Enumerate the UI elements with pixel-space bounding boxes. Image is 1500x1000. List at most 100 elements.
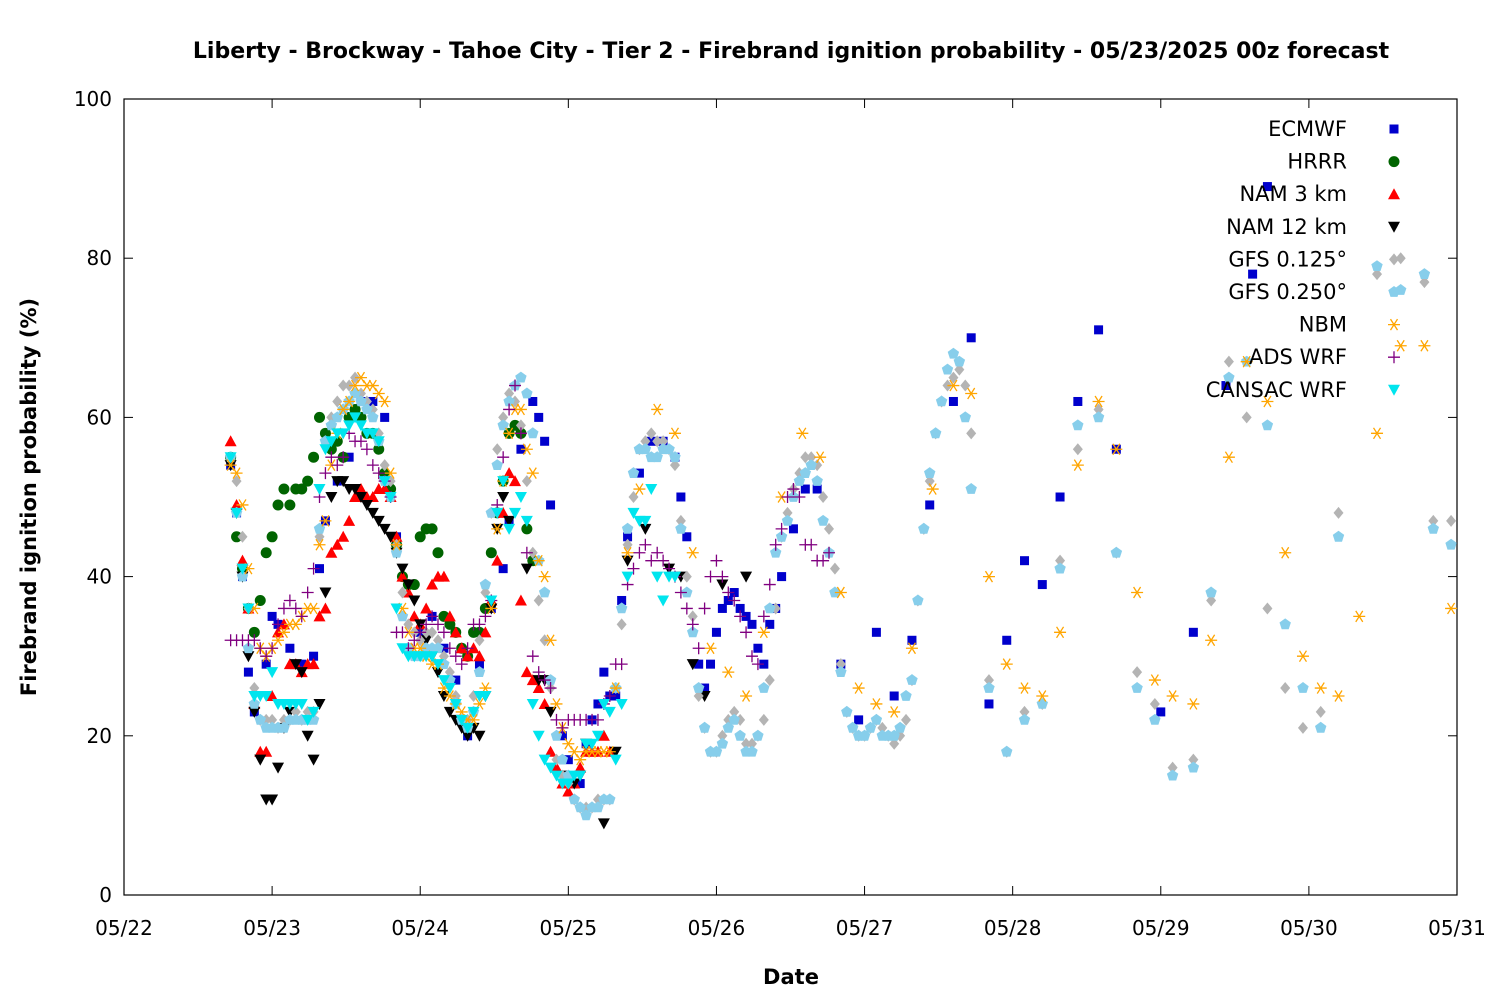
data-point-gfs-0-125 [889, 737, 900, 750]
legend-label-cansac-wrf: CANSAC WRF [1206, 378, 1347, 402]
data-point-ads-wrf [497, 451, 510, 464]
y-tick-label: 0 [99, 883, 112, 907]
data-point-nam-3-km [491, 554, 504, 566]
data-point-ads-wrf [781, 491, 794, 503]
data-point-ecmwf [540, 436, 550, 446]
data-point-nbm [1166, 690, 1179, 702]
data-point-gfs-0-250 [491, 459, 503, 470]
data-point-gfs-0-250 [1427, 522, 1439, 534]
data-point-nbm [609, 682, 622, 694]
data-point-ads-wrf [289, 602, 302, 615]
data-point-gfs-0-250 [775, 530, 788, 542]
data-point-cansac-wrf [603, 706, 616, 718]
data-point-nbm [1092, 395, 1105, 408]
data-point-cansac-wrf [260, 691, 273, 702]
data-point-cansac-wrf [431, 659, 444, 671]
data-point-cansac-wrf [503, 523, 516, 535]
data-point-ecmwf [623, 532, 633, 542]
data-point-ads-wrf [283, 594, 296, 607]
data-point-gfs-0-250 [1371, 260, 1383, 271]
legend-marker-nam-12-km [1388, 221, 1400, 233]
data-point-gfs-0-250 [906, 674, 918, 685]
data-point-ecmwf [717, 603, 727, 613]
data-point-cansac-wrf [491, 507, 504, 519]
data-point-nbm [337, 403, 350, 416]
data-point-nam-3-km [550, 761, 563, 773]
data-point-gfs-0-125 [1372, 268, 1383, 281]
data-point-cansac-wrf [627, 507, 640, 519]
data-point-gfs-0-250 [1279, 618, 1291, 630]
data-point-gfs-0-125 [782, 506, 793, 519]
data-point-gfs-0-250 [1261, 419, 1274, 431]
data-point-nam-12-km [544, 706, 557, 718]
data-point-ads-wrf [550, 713, 563, 726]
data-point-ads-wrf [266, 642, 279, 655]
data-point-gfs-0-250 [1092, 411, 1105, 423]
data-point-ecmwf [925, 500, 935, 510]
data-point-cansac-wrf [586, 738, 599, 750]
data-point-nbm [1418, 339, 1431, 352]
data-point-ecmwf [451, 675, 461, 685]
data-point-nbm [834, 586, 847, 599]
data-point-gfs-0-125 [824, 522, 835, 535]
x-tick-label: 05/25 [540, 916, 598, 940]
data-point-gfs-0-125 [237, 530, 248, 543]
data-point-ads-wrf [420, 618, 433, 631]
data-point-cansac-wrf [544, 762, 557, 774]
data-point-ads-wrf [722, 586, 735, 599]
legend-label-nbm: NBM [1299, 313, 1347, 337]
data-point-gfs-0-250 [1297, 682, 1309, 693]
data-point-cansac-wrf [509, 507, 522, 519]
data-point-nbm [230, 467, 243, 479]
data-point-gfs-0-125 [741, 737, 752, 750]
data-point-gfs-0-250 [1315, 721, 1327, 733]
data-point-gfs-0-250 [983, 682, 995, 693]
data-point-ads-wrf [354, 435, 367, 448]
data-point-ads-wrf [360, 443, 373, 456]
legend-label-gfs-0-125: GFS 0.125° [1228, 247, 1347, 271]
data-point-ads-wrf [520, 546, 533, 559]
data-point-gfs-0-125 [658, 435, 669, 448]
data-point-nam-3-km [449, 626, 462, 638]
data-point-nam-3-km [408, 610, 421, 622]
data-point-cansac-wrf [526, 698, 539, 710]
data-point-gfs-0-125 [669, 459, 680, 472]
data-point-gfs-0-250 [687, 626, 699, 638]
data-point-gfs-0-125 [924, 475, 935, 488]
data-point-nam-3-km [562, 785, 575, 797]
data-point-nam-12-km [301, 730, 314, 742]
data-point-nbm [814, 451, 827, 464]
data-point-nbm [277, 626, 290, 639]
data-point-gfs-0-125 [231, 475, 242, 488]
legend-label-ads-wrf: ADS WRF [1249, 345, 1347, 369]
data-point-cansac-wrf [230, 507, 243, 519]
data-point-nbm [372, 387, 385, 400]
data-point-gfs-0-125 [818, 491, 829, 503]
data-point-gfs-0-250 [538, 586, 551, 598]
data-point-ecmwf [948, 396, 958, 406]
data-point-gfs-0-250 [965, 483, 977, 494]
data-point-gfs-0-125 [492, 443, 503, 456]
data-point-nam-12-km [639, 523, 652, 535]
data-point-gfs-0-250 [734, 729, 746, 741]
data-point-hrrr [314, 411, 326, 423]
data-point-nam-12-km [372, 515, 385, 527]
data-point-gfs-0-250 [574, 801, 586, 813]
data-point-ecmwf [634, 468, 644, 478]
data-point-ads-wrf [704, 570, 717, 583]
data-point-nam-12-km [325, 492, 338, 503]
legend-label-ecmwf: ECMWF [1268, 117, 1347, 141]
data-point-cansac-wrf [668, 571, 681, 583]
data-point-nbm [1131, 586, 1144, 599]
data-point-nam-3-km [337, 530, 350, 542]
data-point-ads-wrf [272, 618, 285, 631]
data-point-nam-12-km [266, 794, 279, 806]
data-point-ads-wrf [479, 610, 492, 623]
legend-marker-gfs-0-125 [1389, 253, 1399, 266]
data-point-ecmwf [498, 564, 508, 574]
data-point-nbm [947, 379, 960, 392]
data-point-gfs-0-250 [941, 363, 954, 375]
x-axis-label: Date [763, 965, 819, 989]
data-point-gfs-0-125 [1019, 705, 1030, 718]
